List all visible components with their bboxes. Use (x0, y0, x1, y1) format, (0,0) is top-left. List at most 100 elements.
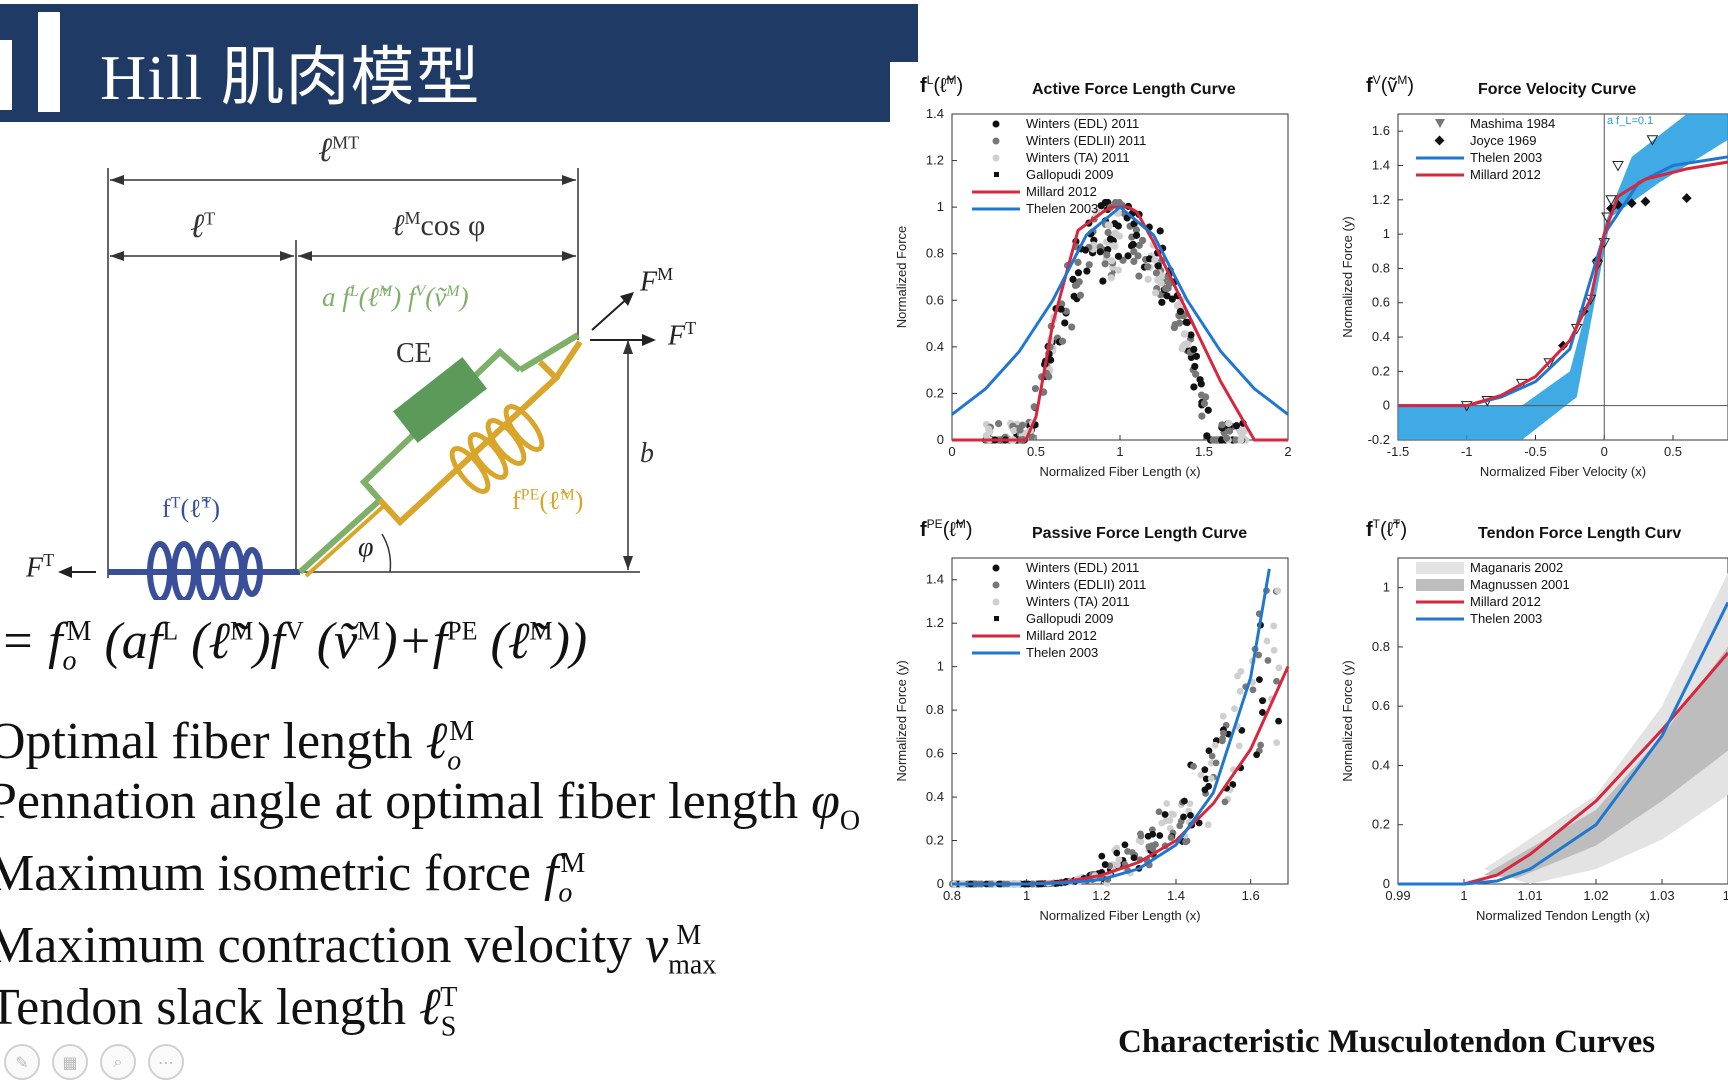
y-tick-label: 0 (937, 432, 944, 447)
legend-label: Gallopudi 2009 (1026, 611, 1113, 626)
legend-label: Winters (EDLII) 2011 (1026, 133, 1146, 148)
legend-label: Maganaris 2002 (1470, 560, 1563, 575)
data-point (1105, 221, 1114, 230)
data-point (1273, 739, 1281, 746)
data-point (1229, 781, 1237, 788)
y-tick-label: 0.8 (1372, 639, 1390, 654)
data-point (1163, 800, 1171, 807)
label-phi: φ (358, 532, 374, 563)
legend-swatch (992, 154, 1000, 162)
data-point (1163, 292, 1171, 300)
y-tick-label: 0 (937, 876, 944, 891)
legend-label: Millard 2012 (1026, 628, 1097, 643)
label-fpe: fPE(ℓ̃M) (512, 486, 584, 515)
data-point (1047, 356, 1055, 364)
legend-swatch (1435, 119, 1445, 128)
data-point (1114, 222, 1122, 230)
x-axis-label: Normalized Fiber Length (x) (1039, 464, 1200, 479)
y-tick-label: 0.8 (926, 702, 944, 717)
maganaris-band (1483, 572, 1728, 884)
data-point (1124, 847, 1131, 855)
plot-area (1397, 557, 1728, 885)
param-tendon-slack-length: Tendon slack length ℓST (0, 979, 458, 1043)
data-point (1144, 275, 1152, 283)
x-tick-label: -1.5 (1387, 444, 1409, 459)
slides-icon[interactable]: ▦ (52, 1044, 88, 1080)
contractile-element (393, 357, 487, 443)
chart-legend: Mashima 1984 Joyce 1969 Thelen 2003 Millard… (1416, 116, 1555, 182)
tendon-spring (147, 541, 263, 600)
data-point (1161, 811, 1169, 818)
data-point (1093, 207, 1101, 215)
y-tick-label: 1.2 (926, 153, 944, 168)
y-tick-label: 0.4 (926, 789, 944, 804)
chart-velocity: fV(ṽM) Force Velocity Curve -1.5 -1 -0.5 0 0.5… (1340, 73, 1728, 479)
data-point (1205, 747, 1213, 755)
data-point (1232, 422, 1241, 430)
data-point (1180, 813, 1187, 821)
legend-label: Thelen 2003 (1470, 150, 1542, 165)
series-line (951, 205, 1289, 416)
data-point (1114, 252, 1123, 260)
data-point (1225, 419, 1233, 427)
legend-label: Winters (EDL) 2011 (1026, 560, 1139, 575)
data-point (1069, 275, 1077, 284)
label-ft: fT(ℓ̃T) (162, 494, 221, 523)
x-axis-label: Normalized Tendon Length (x) (1476, 908, 1650, 923)
x-tick-label: 0.5 (1027, 444, 1045, 459)
pen-icon[interactable]: ✎ (4, 1044, 40, 1080)
data-point (1058, 337, 1067, 345)
x-tick-label: 1.2 (1092, 888, 1110, 903)
legend-label: Thelen 2003 (1026, 645, 1098, 660)
data-point (1104, 228, 1112, 237)
data-point (1187, 331, 1195, 339)
data-point (1203, 432, 1211, 440)
legend-label: Thelen 2003 (1026, 201, 1098, 216)
data-point (1162, 284, 1170, 293)
chart-title: Tendon Force Length Curv (1478, 525, 1681, 542)
data-point (1098, 852, 1106, 860)
x-tick-label: 1 (1460, 888, 1467, 903)
series-line (1398, 155, 1728, 408)
series-line (1398, 601, 1728, 886)
x-tick-label: 1.02 (1583, 888, 1608, 903)
data-point (1204, 821, 1212, 829)
y-tick-label: 0 (1383, 876, 1390, 891)
data-point (1096, 248, 1104, 256)
y-tick-label: 0.6 (926, 292, 944, 307)
more-icon[interactable]: ⋯ (148, 1044, 184, 1080)
joyce-point (1681, 193, 1692, 204)
data-point (1016, 426, 1024, 434)
x-tick-label: 0 (1601, 444, 1608, 459)
y-tick-label: 1.2 (1372, 192, 1390, 207)
chart-symbol: fPE(ℓ̃M) (920, 517, 972, 541)
y-tick-label: 0.2 (1372, 363, 1390, 378)
legend-swatch (1416, 579, 1464, 591)
data-point (1220, 729, 1227, 737)
data-point (1010, 427, 1018, 435)
data-point (1221, 798, 1229, 806)
label-ft-left: FT (26, 550, 55, 584)
zoom-icon[interactable]: ⌕ (100, 1044, 136, 1080)
legend-label: Winters (TA) 2011 (1026, 594, 1130, 609)
legend-label: Winters (TA) 2011 (1026, 150, 1130, 165)
param-max-contraction-velocity: Maximum contraction velocity vmaxM (0, 917, 717, 981)
data-point (1211, 741, 1219, 749)
charts-figure: fL(ℓ̃M) Active Force Length Curve 0 0.5 1 1.5… (894, 73, 1728, 923)
data-point (1234, 672, 1241, 680)
y-tick-label: -0.2 (1368, 432, 1390, 447)
band-annotation: a f_L=0.1 (1607, 115, 1653, 127)
data-point (1124, 252, 1132, 260)
x-tick-label: 1.01 (1517, 888, 1542, 903)
data-point (1073, 281, 1081, 289)
x-tick-label: 0.8 (943, 888, 961, 903)
title-stripe (0, 40, 12, 110)
y-tick-label: 0.8 (1372, 260, 1390, 275)
data-point (1259, 697, 1266, 705)
data-point (1111, 242, 1119, 250)
slide-title: Hill 肌肉模型 (100, 42, 481, 113)
chart-passive: fPE(ℓ̃M) Passive Force Length Curve 0.8 1 1.… (894, 517, 1290, 923)
data-point (1162, 817, 1170, 825)
data-point (1204, 406, 1212, 414)
y-tick-label: 0.6 (926, 746, 944, 761)
